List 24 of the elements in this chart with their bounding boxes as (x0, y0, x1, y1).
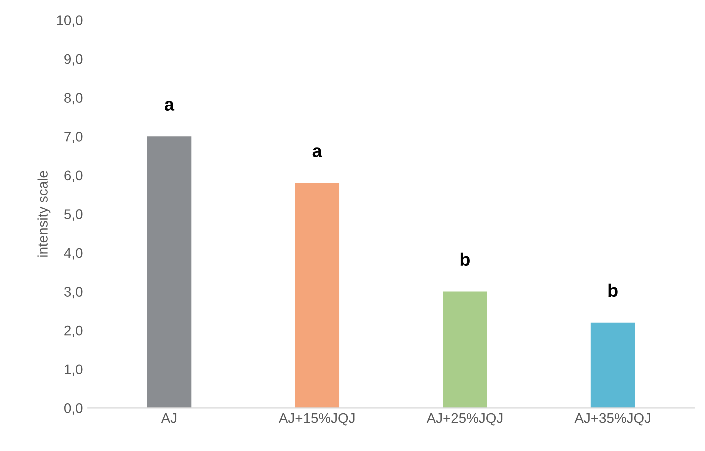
annotation: a (312, 148, 322, 158)
x-tick-label: AJ+25%JQJ (426, 413, 503, 426)
x-tick-label: AJ (161, 414, 177, 424)
y-axis-title: intensity scale (38, 171, 51, 257)
annotation: b (460, 252, 470, 266)
y-tick-label: 0,0 (64, 403, 83, 415)
x-tick-label: AJ+15%JQJ (278, 413, 355, 426)
y-tick-label: 4,0 (64, 248, 83, 260)
y-tick-label: 3,0 (64, 287, 83, 299)
y-tick-label: 2,0 (64, 326, 83, 338)
annotation: b (608, 284, 618, 298)
annotation: a (164, 101, 175, 111)
bar (590, 322, 636, 408)
y-tick-label: 9,0 (64, 54, 83, 66)
bar (147, 136, 192, 408)
bar (443, 292, 488, 408)
y-tick-label: 7,0 (64, 132, 83, 144)
y-tick-label: 1,0 (65, 364, 83, 376)
x-tick-label: AJ+35%JQJ (574, 413, 650, 426)
y-tick-label: 10,0 (57, 16, 83, 28)
y-tick-label: 5,0 (64, 210, 83, 222)
y-tick-label: 6,0 (64, 170, 83, 182)
bar (295, 183, 340, 408)
y-tick-label: 8,0 (64, 93, 83, 105)
